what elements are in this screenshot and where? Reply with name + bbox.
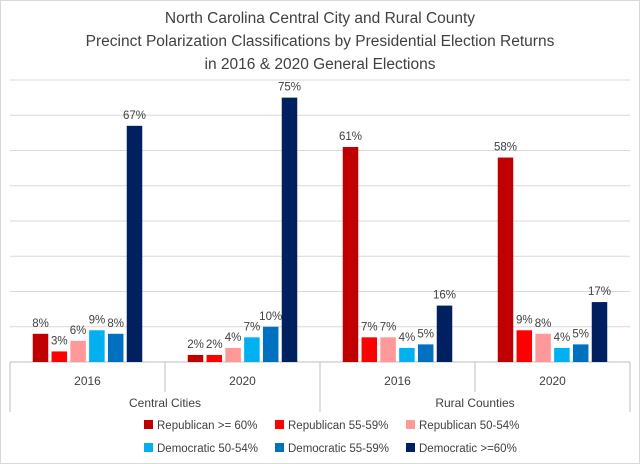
- legend-label-4: Democratic 50-54%: [157, 443, 258, 455]
- group-label-1: Central Cities: [129, 396, 201, 410]
- bar-s5-c2: [262, 326, 279, 362]
- data-label-s1-c1: 8%: [32, 318, 49, 330]
- legend-label-6: Democratic >=60%: [419, 443, 517, 455]
- bar-s2-c4: [516, 330, 533, 362]
- data-label-s5-c1: 8%: [107, 318, 124, 330]
- data-label-s2-c3: 7%: [361, 321, 378, 333]
- data-label-s3-c1: 6%: [70, 325, 87, 337]
- data-label-s3-c3: 7%: [380, 321, 397, 333]
- data-label-s6-c2: 75%: [278, 82, 301, 94]
- bar-s2-c2: [206, 354, 223, 362]
- data-label-s6-c1: 67%: [123, 110, 146, 122]
- data-label-s5-c3: 5%: [417, 328, 434, 340]
- legend-label-5: Democratic 55-59%: [288, 443, 389, 455]
- bar-s5-c3: [417, 344, 434, 362]
- x-tick-label-2: 2020: [229, 374, 256, 388]
- x-tick-label-4: 2020: [539, 374, 566, 388]
- data-label-s1-c4: 58%: [494, 142, 517, 154]
- data-label-s2-c2: 2%: [206, 339, 223, 351]
- data-label-s4-c2: 7%: [244, 321, 261, 333]
- chart-title-line-3: in 2016 & 2020 General Elections: [205, 56, 436, 73]
- legend-label-2: Republican 55-59%: [288, 420, 388, 432]
- data-label-s4-c1: 9%: [89, 314, 106, 326]
- bar-s6-c4: [591, 302, 608, 362]
- group-label-2: Rural Counties: [435, 396, 514, 410]
- bar-s2-c1: [51, 351, 68, 362]
- legend-swatch-5: [275, 443, 284, 452]
- data-label-s4-c4: 4%: [554, 332, 571, 344]
- bar-s1-c2: [187, 354, 204, 362]
- bar-s1-c4: [497, 157, 514, 362]
- legend-label-3: Republican 50-54%: [419, 420, 519, 432]
- legend-swatch-6: [406, 443, 415, 452]
- data-label-s1-c2: 2%: [187, 339, 204, 351]
- legend-swatch-1: [144, 420, 153, 429]
- bar-s6-c3: [436, 305, 453, 362]
- bar-s5-c1: [107, 333, 124, 362]
- bar-s2-c3: [361, 337, 378, 362]
- bar-s3-c4: [535, 333, 551, 362]
- data-label-s2-c4: 9%: [516, 314, 533, 326]
- bar-s4-c1: [89, 330, 105, 362]
- data-label-s3-c4: 8%: [535, 318, 552, 330]
- data-label-s1-c3: 61%: [339, 131, 362, 143]
- bar-s3-c1: [70, 340, 86, 362]
- legend-swatch-3: [406, 420, 415, 429]
- bar-s6-c1: [126, 125, 143, 362]
- data-label-s6-c3: 16%: [433, 290, 456, 302]
- data-label-s4-c3: 4%: [399, 332, 416, 344]
- legend-swatch-2: [275, 420, 284, 429]
- bar-s1-c3: [342, 146, 359, 362]
- data-label-s5-c4: 5%: [572, 328, 589, 340]
- chart-title-line-2: Precinct Polarization Classifications by…: [86, 33, 555, 50]
- bar-s4-c2: [244, 337, 260, 362]
- x-tick-label-1: 2016: [74, 374, 101, 388]
- bar-s6-c2: [281, 97, 298, 362]
- chart-title-line-1: North Carolina Central City and Rural Co…: [165, 10, 475, 27]
- bar-s3-c3: [380, 337, 396, 362]
- x-tick-label-3: 2016: [384, 374, 411, 388]
- bar-s1-c1: [32, 333, 49, 362]
- bar-s4-c4: [554, 347, 570, 362]
- legend-label-1: Republican >= 60%: [157, 420, 257, 432]
- bar-s5-c4: [572, 344, 589, 362]
- legend-swatch-4: [144, 443, 153, 452]
- data-label-s6-c4: 17%: [588, 286, 611, 298]
- data-label-s5-c2: 10%: [259, 311, 282, 323]
- bar-s4-c3: [399, 347, 415, 362]
- bar-s3-c2: [225, 347, 241, 362]
- data-label-s3-c2: 4%: [225, 332, 242, 344]
- data-label-s2-c1: 3%: [51, 335, 68, 347]
